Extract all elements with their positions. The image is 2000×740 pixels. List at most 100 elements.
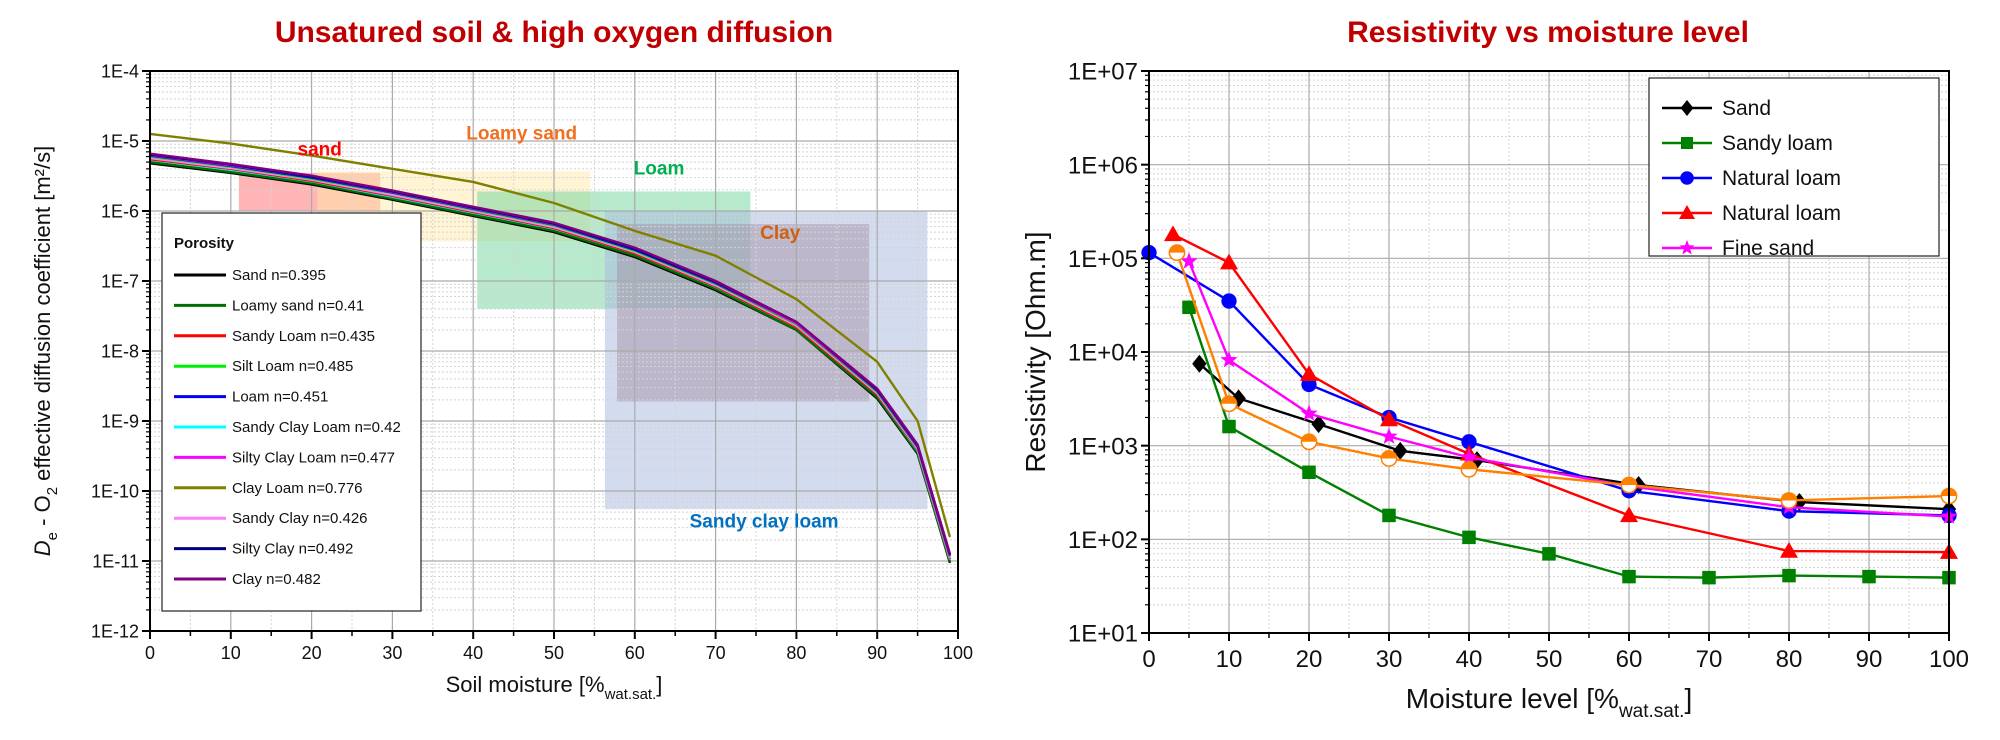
x-tick-label: 20: [1296, 646, 1323, 673]
legend-label: Silt Loam n=0.485: [232, 358, 353, 375]
soil-zone-label: Clay: [760, 223, 801, 244]
series-sandy-loam-1: [1182, 300, 1956, 585]
half-filled-circle-marker: [1460, 460, 1478, 478]
half-filled-circle-marker: [1168, 244, 1186, 262]
x-tick-label: 60: [625, 643, 645, 663]
y-tick-label: 1E+02: [1068, 527, 1138, 554]
series-line: [1148, 251, 1950, 517]
series-line: [1187, 260, 1950, 518]
star-marker: [1679, 240, 1695, 255]
half-filled-circle-marker: [1620, 476, 1638, 494]
diamond-marker: [1792, 493, 1807, 512]
square-marker: [1382, 508, 1396, 523]
marker-fill: [1621, 477, 1637, 486]
star-marker: [1380, 427, 1398, 444]
right-y-axis-label: Resistivity [Ohm.m]: [1020, 231, 1051, 472]
star-marker: [1300, 404, 1318, 421]
curve-clay-loam: [149, 132, 952, 538]
x-tick-label: 60: [1616, 646, 1643, 673]
x-tick-label: 50: [544, 643, 564, 663]
soil-zone-label: Sandy clay loam: [690, 512, 839, 533]
half-filled-circle-marker: [1380, 450, 1398, 467]
triangle-marker: [1300, 365, 1318, 381]
series-line: [1175, 252, 1950, 502]
y-tick-label: 1E-4: [101, 61, 139, 81]
legend-label: Fine sand: [1722, 237, 1814, 260]
y-tick-label: 1E+03: [1068, 433, 1138, 460]
soil-zone-labels: sand Loamy sand Loam Clay Sandy clay loam: [298, 124, 839, 533]
legend-label: Loam n=0.451: [232, 389, 328, 406]
soil-zone-label: sand: [298, 140, 342, 161]
x-tick-label: 100: [943, 643, 973, 663]
circle-marker: [1680, 171, 1694, 185]
legend-label: Sandy Loam n=0.435: [232, 328, 375, 345]
right-x-axis-label: Moisture level [%wat.sat.]: [1406, 683, 1692, 722]
x-tick-label: 70: [706, 643, 726, 663]
square-marker: [1622, 569, 1636, 584]
series-natural-loam-3: [1164, 225, 1958, 559]
marker-fill: [1781, 492, 1797, 501]
left-y-axis-label: De - O2 effective diffusion coefficient …: [30, 146, 61, 556]
diffusion-chart: Unsatured soil & high oxygen diffusion s…: [30, 16, 973, 703]
marker-fill: [1221, 396, 1237, 404]
legend-label: Loamy sand n=0.41: [232, 297, 364, 314]
half-filled-circle-marker: [1780, 492, 1798, 509]
soil-zone-label: Loamy sand: [466, 124, 577, 145]
left-x-axis-label: Soil moisture [%wat.sat.]: [446, 672, 663, 703]
triangle-marker: [1620, 506, 1638, 523]
series-line: [1172, 233, 1950, 554]
marker-fill: [1169, 244, 1185, 253]
y-tick-label: 1E-10: [91, 481, 139, 501]
x-tick-label: 30: [1376, 646, 1403, 673]
circle-marker: [1461, 434, 1477, 450]
x-tick-label: 90: [867, 643, 887, 663]
x-tick-label: 40: [463, 643, 483, 663]
half-filled-circle-marker: [1220, 395, 1238, 413]
x-tick-label: 70: [1696, 646, 1723, 673]
legend-label: Sand n=0.395: [232, 267, 326, 284]
marker-fill: [1461, 461, 1477, 470]
diffusion-curves: [149, 132, 952, 564]
legend-label: Natural loam: [1722, 167, 1841, 190]
x-tick-label: 40: [1456, 646, 1483, 673]
legend-box: [161, 212, 422, 612]
star-marker: [1460, 448, 1478, 465]
y-tick-label: 1E+04: [1068, 340, 1138, 367]
legend-title: Porosity: [174, 235, 235, 252]
x-tick-label: 10: [1216, 646, 1243, 673]
soil-zone-label: Loam: [634, 159, 685, 180]
y-tick-label: 1E+06: [1068, 152, 1138, 179]
curve-clay: [149, 152, 952, 555]
resistivity-legend: Sand Sandy loam Natural loam Natural loam Fi…: [1648, 77, 1940, 260]
x-tick-label: 30: [382, 643, 402, 663]
square-marker: [1702, 570, 1716, 585]
y-tick-label: 1E+01: [1068, 621, 1138, 648]
resistivity-chart: Resistivity vs moisture level 1E+07 1E+06…: [1020, 16, 1969, 722]
left-chart-title: Unsatured soil & high oxygen diffusion: [275, 16, 833, 49]
legend-label: Sandy Clay n=0.426: [232, 510, 368, 527]
x-tick-label: 50: [1536, 646, 1563, 673]
square-marker: [1462, 530, 1476, 545]
x-tick-label: 80: [786, 643, 806, 663]
legend-label: Sandy Clay Loam n=0.42: [232, 419, 401, 436]
triangle-marker: [1780, 542, 1798, 558]
square-marker: [1681, 137, 1693, 149]
x-tick-label: 20: [302, 643, 322, 663]
triangle-marker: [1380, 410, 1398, 427]
legend-label: Natural loam: [1722, 202, 1841, 225]
legend-label: Silty Clay n=0.492: [232, 541, 353, 558]
porosity-legend: Porosity Sand n=0.395 Loamy sand n=0.41 Sa…: [161, 212, 422, 612]
half-filled-circle-marker: [1300, 433, 1318, 451]
y-tick-label: 1E-11: [92, 551, 139, 571]
legend-label: Clay n=0.482: [232, 571, 321, 588]
diamond-marker: [1680, 100, 1694, 116]
star-marker: [1220, 351, 1238, 368]
right-axes: 1E+07 1E+06 1E+05 1E+04 1E+03 1E+02 1E+010 10 20…: [1068, 59, 1969, 673]
marker-fill: [1381, 450, 1397, 459]
diamond-marker: [1311, 415, 1326, 434]
curve-loamy-sand: [149, 160, 952, 563]
triangle-marker: [1220, 253, 1238, 270]
y-tick-label: 1E-12: [91, 621, 139, 641]
y-tick-label: 1E-8: [101, 341, 139, 361]
